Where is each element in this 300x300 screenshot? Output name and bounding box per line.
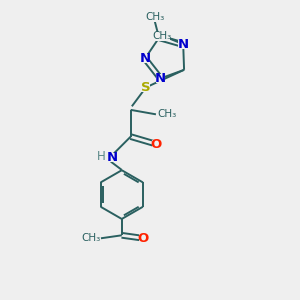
Bar <box>82 234 99 243</box>
Bar <box>154 32 170 41</box>
Bar <box>139 234 147 243</box>
Bar <box>140 54 150 63</box>
Bar <box>141 83 150 92</box>
Text: N: N <box>106 151 118 164</box>
Text: CH₃: CH₃ <box>145 12 164 22</box>
Bar <box>102 153 118 162</box>
Text: CH₃: CH₃ <box>152 32 171 41</box>
Text: N: N <box>155 72 166 85</box>
Text: O: O <box>150 138 162 151</box>
Text: O: O <box>137 232 149 245</box>
Bar <box>152 140 160 148</box>
Text: N: N <box>140 52 151 65</box>
Bar <box>159 110 175 119</box>
Text: CH₃: CH₃ <box>81 233 100 243</box>
Bar <box>146 12 163 22</box>
Bar <box>178 40 188 50</box>
Text: N: N <box>178 38 189 51</box>
Text: S: S <box>141 81 150 94</box>
Bar <box>156 74 165 83</box>
Text: H: H <box>97 150 106 163</box>
Text: CH₃: CH₃ <box>158 109 177 119</box>
